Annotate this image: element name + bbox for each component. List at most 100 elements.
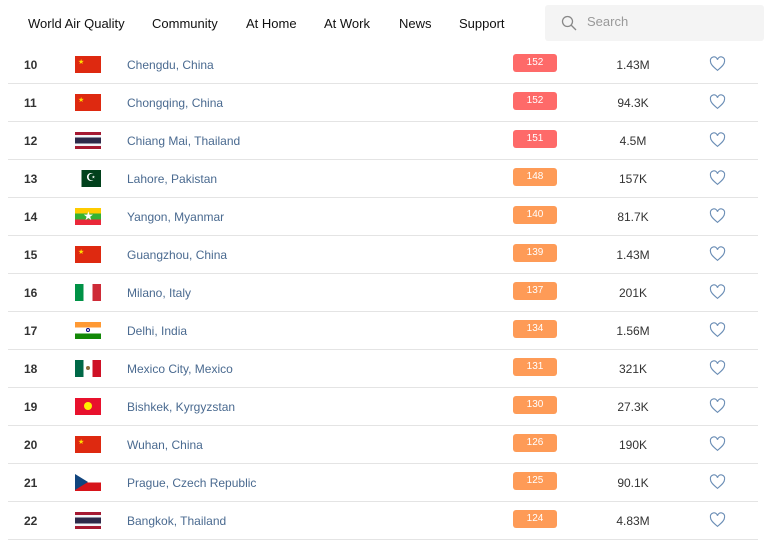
heart-icon[interactable] bbox=[709, 132, 726, 148]
heart-icon[interactable] bbox=[709, 170, 726, 186]
flag-cn-icon: ★ bbox=[75, 246, 101, 263]
city-link[interactable]: Chengdu, China bbox=[127, 58, 214, 72]
table-row: 19 Bishkek, Kyrgyzstan 130 27.3K bbox=[8, 388, 758, 426]
rank: 17 bbox=[24, 324, 38, 338]
heart-icon[interactable] bbox=[709, 512, 726, 528]
followers-count: 190K bbox=[618, 438, 648, 452]
heart-icon[interactable] bbox=[709, 398, 726, 414]
city-ranking-list: 10 ★ Chengdu, China 152 1.43M 11 ★ Chong… bbox=[8, 46, 758, 540]
top-nav: World Air Quality Community At Home At W… bbox=[0, 0, 764, 46]
nav-world-air-quality[interactable]: World Air Quality bbox=[28, 16, 125, 31]
city-link[interactable]: Prague, Czech Republic bbox=[127, 476, 257, 490]
heart-icon[interactable] bbox=[709, 246, 726, 262]
table-row: 15 ★ Guangzhou, China 139 1.43M bbox=[8, 236, 758, 274]
table-row: 13 ☪ Lahore, Pakistan 148 157K bbox=[8, 160, 758, 198]
rank: 19 bbox=[24, 400, 38, 414]
city-link[interactable]: Chongqing, China bbox=[127, 96, 224, 110]
flag-th-icon bbox=[75, 512, 101, 529]
followers-count: 1.56M bbox=[616, 324, 650, 338]
city-link[interactable]: Delhi, India bbox=[127, 324, 188, 338]
flag-in-icon bbox=[75, 322, 101, 339]
followers-count: 1.43M bbox=[616, 58, 650, 72]
flag-pk-icon: ☪ bbox=[75, 170, 101, 187]
search-input[interactable] bbox=[585, 13, 749, 30]
table-row: 14 ★ Yangon, Myanmar 140 81.7K bbox=[8, 198, 758, 236]
followers-count: 90.1K bbox=[617, 476, 649, 490]
aqi-badge: 124 bbox=[513, 510, 557, 528]
flag-cz-icon bbox=[75, 474, 101, 491]
followers-count: 321K bbox=[618, 362, 648, 376]
flag-cn-icon: ★ bbox=[75, 94, 101, 111]
rank: 16 bbox=[24, 286, 38, 300]
table-row: 17 Delhi, India 134 1.56M bbox=[8, 312, 758, 350]
aqi-badge: 152 bbox=[513, 92, 557, 110]
nav-at-home[interactable]: At Home bbox=[246, 16, 297, 31]
city-link[interactable]: Bangkok, Thailand bbox=[127, 514, 227, 528]
rank: 22 bbox=[24, 514, 38, 528]
table-row: 16 Milano, Italy 137 201K bbox=[8, 274, 758, 312]
aqi-badge: 139 bbox=[513, 244, 557, 262]
rank: 21 bbox=[24, 476, 38, 490]
city-link[interactable]: Chiang Mai, Thailand bbox=[127, 134, 241, 148]
table-row: 21 Prague, Czech Republic 125 90.1K bbox=[8, 464, 758, 502]
heart-icon[interactable] bbox=[709, 284, 726, 300]
followers-count: 4.83M bbox=[616, 514, 650, 528]
aqi-badge: 137 bbox=[513, 282, 557, 300]
city-link[interactable]: Mexico City, Mexico bbox=[127, 362, 233, 376]
nav-at-work[interactable]: At Work bbox=[324, 16, 370, 31]
rank: 18 bbox=[24, 362, 38, 376]
search-box[interactable] bbox=[545, 5, 764, 41]
aqi-badge: 134 bbox=[513, 320, 557, 338]
nav-news[interactable]: News bbox=[399, 16, 432, 31]
aqi-badge: 140 bbox=[513, 206, 557, 224]
aqi-badge: 130 bbox=[513, 396, 557, 414]
city-link[interactable]: Guangzhou, China bbox=[127, 248, 228, 262]
aqi-badge: 152 bbox=[513, 54, 557, 72]
flag-mm-icon: ★ bbox=[75, 208, 101, 225]
followers-count: 27.3K bbox=[617, 400, 649, 414]
table-row: 12 Chiang Mai, Thailand 151 4.5M bbox=[8, 122, 758, 160]
heart-icon[interactable] bbox=[709, 208, 726, 224]
rank: 20 bbox=[24, 438, 38, 452]
flag-cn-icon: ★ bbox=[75, 436, 101, 453]
followers-count: 1.43M bbox=[616, 248, 650, 262]
rank: 15 bbox=[24, 248, 38, 262]
flag-kg-icon bbox=[75, 398, 101, 415]
heart-icon[interactable] bbox=[709, 360, 726, 376]
table-row: 20 ★ Wuhan, China 126 190K bbox=[8, 426, 758, 464]
table-row: 18 Mexico City, Mexico 131 321K bbox=[8, 350, 758, 388]
heart-icon[interactable] bbox=[709, 56, 726, 72]
nav-community[interactable]: Community bbox=[152, 16, 218, 31]
search-icon bbox=[561, 15, 577, 31]
rank: 10 bbox=[24, 58, 38, 72]
heart-icon[interactable] bbox=[709, 474, 726, 490]
rank: 14 bbox=[24, 210, 38, 224]
aqi-badge: 125 bbox=[513, 472, 557, 490]
city-link[interactable]: Milano, Italy bbox=[127, 286, 192, 300]
table-row: 10 ★ Chengdu, China 152 1.43M bbox=[8, 46, 758, 84]
aqi-badge: 148 bbox=[513, 168, 557, 186]
followers-count: 201K bbox=[618, 286, 648, 300]
city-link[interactable]: Lahore, Pakistan bbox=[127, 172, 218, 186]
flag-th-icon bbox=[75, 132, 101, 149]
rank: 11 bbox=[24, 96, 37, 110]
aqi-badge: 151 bbox=[513, 130, 557, 148]
city-link[interactable]: Bishkek, Kyrgyzstan bbox=[127, 400, 236, 414]
followers-count: 4.5M bbox=[619, 134, 647, 148]
aqi-badge: 131 bbox=[513, 358, 557, 376]
city-link[interactable]: Yangon, Myanmar bbox=[127, 210, 225, 224]
aqi-badge: 126 bbox=[513, 434, 557, 452]
rank: 13 bbox=[24, 172, 38, 186]
table-row: 22 Bangkok, Thailand 124 4.83M bbox=[8, 502, 758, 540]
heart-icon[interactable] bbox=[709, 322, 726, 338]
heart-icon[interactable] bbox=[709, 436, 726, 452]
followers-count: 94.3K bbox=[617, 96, 649, 110]
flag-mx-icon bbox=[75, 360, 101, 377]
flag-it-icon bbox=[75, 284, 101, 301]
heart-icon[interactable] bbox=[709, 94, 726, 110]
city-link[interactable]: Wuhan, China bbox=[127, 438, 203, 452]
flag-cn-icon: ★ bbox=[75, 56, 101, 73]
table-row: 11 ★ Chongqing, China 152 94.3K bbox=[8, 84, 758, 122]
followers-count: 157K bbox=[618, 172, 648, 186]
nav-support[interactable]: Support bbox=[459, 16, 505, 31]
